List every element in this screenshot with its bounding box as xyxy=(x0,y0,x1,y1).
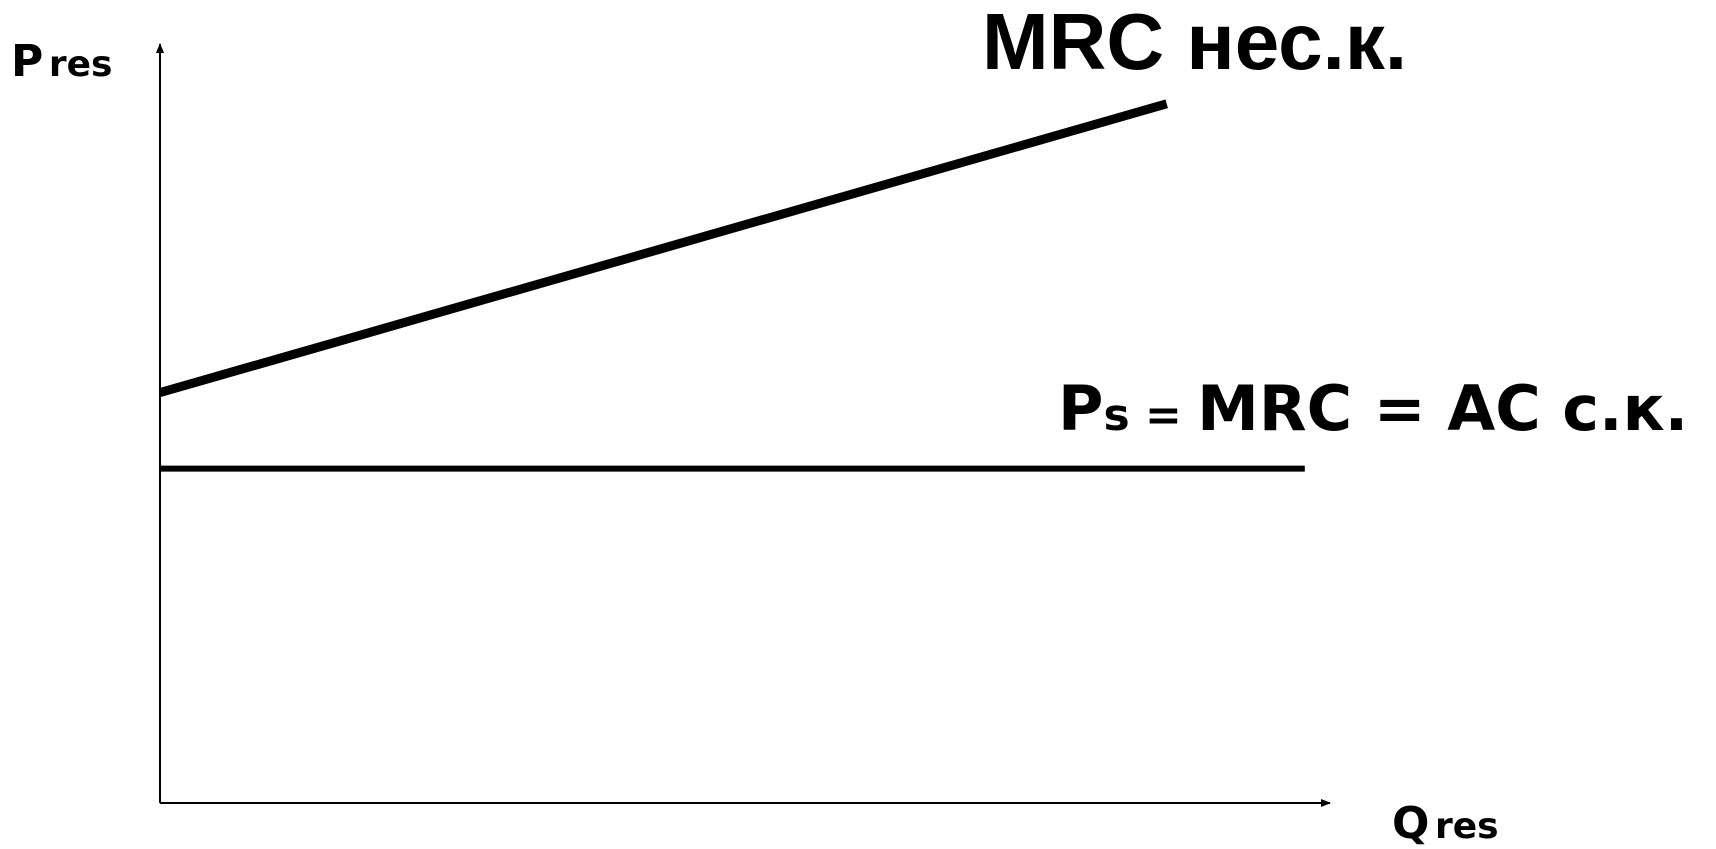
series-label-s: s xyxy=(1103,390,1130,441)
series-line-mrc-nc xyxy=(158,99,1168,397)
y-axis-label-main: P xyxy=(11,36,44,87)
series-label-p: P xyxy=(1058,372,1104,445)
x-axis-label-main: Q xyxy=(1392,798,1430,849)
x-axis-label: Q res xyxy=(1392,802,1499,846)
series-label-rest: MRC = AC с.к. xyxy=(1197,372,1689,445)
series-label-mrc-nc: MRC нес.к. xyxy=(982,0,1408,86)
series-label-ps-mrc-ac: Ps = MRC = AC с.к. xyxy=(1058,378,1688,440)
y-axis-label-sub: res xyxy=(48,44,113,85)
x-axis-label-sub: res xyxy=(1434,806,1499,847)
series-layer xyxy=(158,99,1305,472)
series-label-eq: = xyxy=(1129,390,1198,441)
y-axis-label: P res xyxy=(11,40,112,84)
